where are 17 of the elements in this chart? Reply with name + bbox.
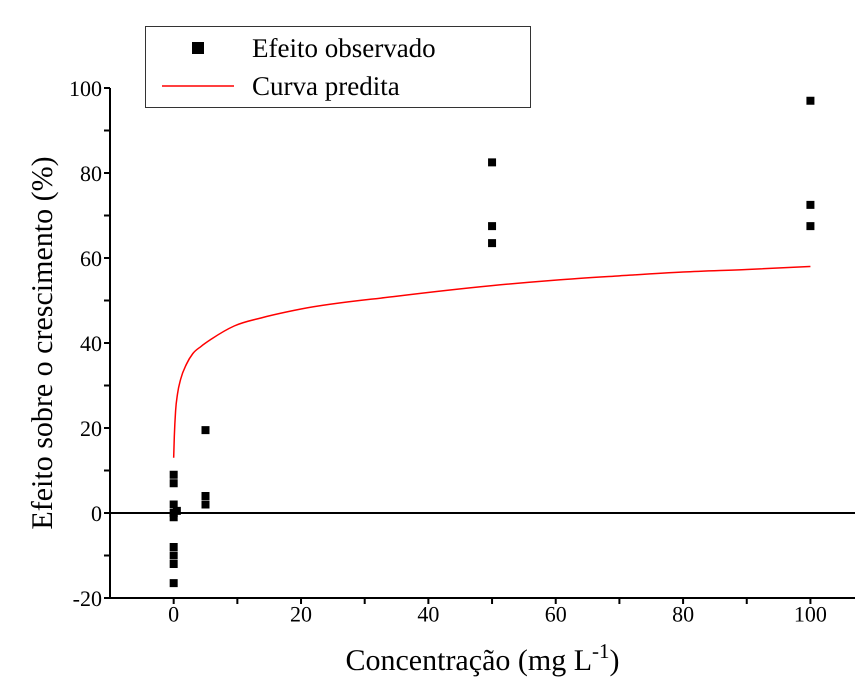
y-tick-label: -20 [72, 586, 102, 611]
y-axis-title: Efeito sobre o crescimento (%) [26, 156, 59, 530]
y-tick-label: 80 [80, 160, 102, 186]
x-axis-title: Concentração (mg L$^{-1}$) [345, 639, 620, 677]
x-tick-label: 20 [290, 602, 312, 627]
y-tick-label: 0 [91, 500, 102, 526]
x-tick-label: 80 [672, 602, 694, 627]
y-tick-label: 60 [80, 246, 102, 271]
x-tick-label: 40 [417, 602, 440, 627]
x-tick-label: 100 [794, 602, 827, 627]
y-tick-label: 40 [80, 330, 102, 356]
x-tick-label: 60 [544, 602, 567, 627]
y-tick-label: 100 [69, 76, 102, 101]
legend-label: Curva predita [252, 70, 400, 102]
y-tick-label: 20 [80, 416, 102, 441]
x-tick-label: 0 [168, 602, 180, 627]
legend-label: Efeito observado [252, 32, 436, 64]
